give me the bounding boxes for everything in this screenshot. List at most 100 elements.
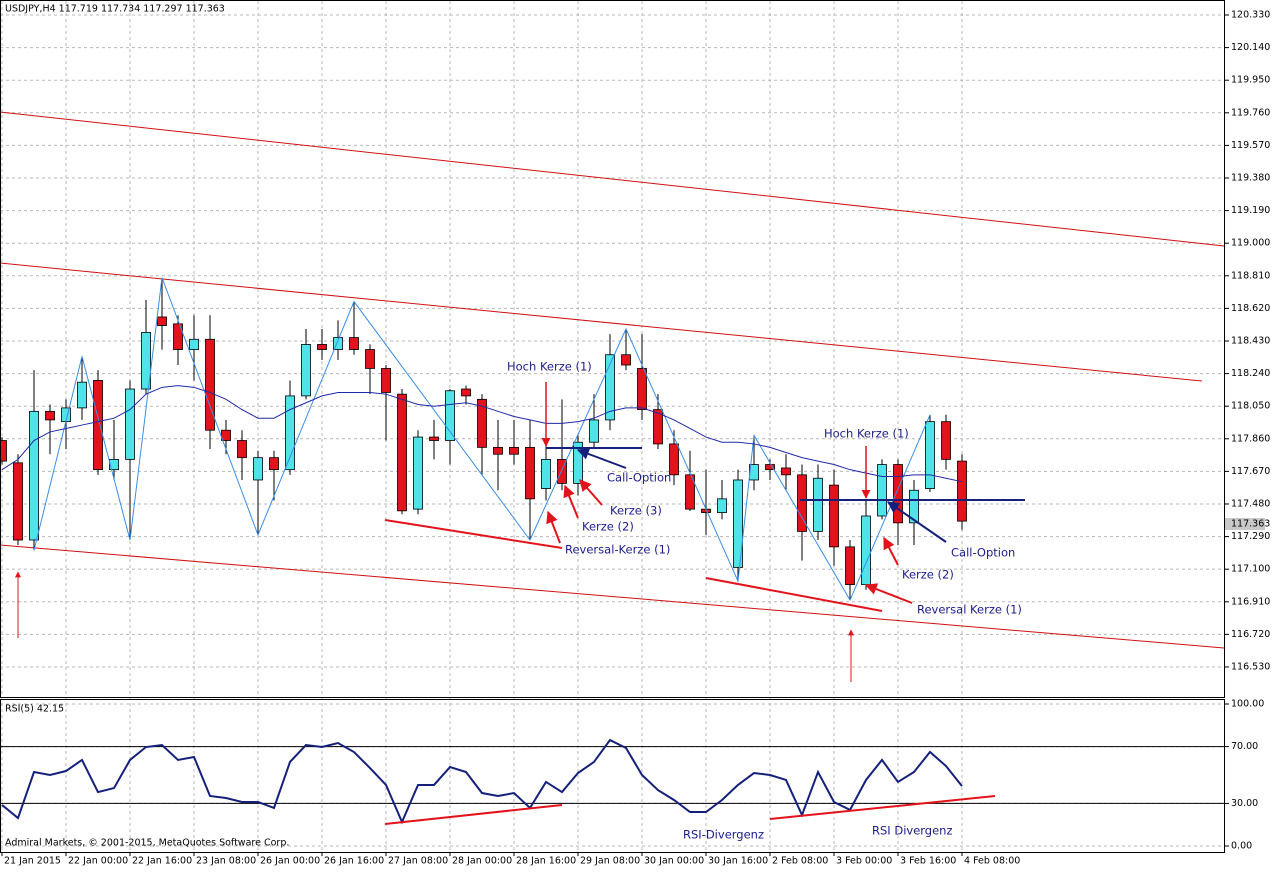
candle-body xyxy=(957,460,967,522)
y-tick-label: 116.910 xyxy=(1231,596,1270,607)
x-tick-label: 28 Jan 16:00 xyxy=(516,856,576,867)
candle-body xyxy=(893,464,903,524)
trend-line xyxy=(384,804,563,825)
candle-body xyxy=(125,388,135,460)
candle-body xyxy=(397,393,407,512)
x-tick-label: 26 Jan 00:00 xyxy=(260,856,320,867)
last-price-label: 117.363 xyxy=(1231,519,1270,530)
candle-body xyxy=(445,390,455,441)
candle-body xyxy=(845,546,855,586)
candle-body xyxy=(541,458,551,489)
candle-body xyxy=(109,458,119,471)
annotation: Kerze (2) xyxy=(582,520,634,534)
annotation: Call-Option xyxy=(607,471,671,485)
channel-line xyxy=(0,544,1225,649)
y-tick-label: 117.860 xyxy=(1231,433,1270,444)
candle-body xyxy=(365,349,375,369)
candle-body xyxy=(77,381,87,409)
annotation: RSI Divergenz xyxy=(872,824,953,838)
candle-body xyxy=(269,457,279,471)
candle-body xyxy=(653,409,663,445)
y-tick-label: 100.00 xyxy=(1231,699,1264,710)
arrow xyxy=(864,583,913,604)
candle-body xyxy=(557,458,567,484)
candle-body xyxy=(637,368,647,411)
chart-title: USDJPY,H4 117.719 117.734 117.297 117.36… xyxy=(5,4,225,15)
candle-body xyxy=(317,344,327,350)
candle-body xyxy=(157,316,167,326)
candle-body xyxy=(829,484,839,548)
annotation: Call-Option xyxy=(951,546,1015,560)
y-tick-label: 118.050 xyxy=(1231,401,1270,412)
x-tick-label: 21 Jan 2015 xyxy=(4,856,61,867)
x-tick-label: 26 Jan 16:00 xyxy=(324,856,384,867)
candle-body xyxy=(861,515,871,586)
candle-body xyxy=(285,395,295,471)
candle-body xyxy=(45,410,55,421)
y-tick-label: 118.430 xyxy=(1231,335,1270,346)
x-tick-label: 27 Jan 08:00 xyxy=(388,856,448,867)
annotation: Reversal-Kerze (1) xyxy=(565,543,670,557)
x-tick-label: 4 Feb 08:00 xyxy=(964,856,1020,867)
y-tick-label: 30.00 xyxy=(1231,798,1258,809)
y-tick-label: 118.810 xyxy=(1231,270,1270,281)
zigzag xyxy=(33,277,931,602)
price-panel-frame xyxy=(0,0,1225,698)
y-tick-label: 120.330 xyxy=(1231,10,1270,21)
y-tick-label: 117.670 xyxy=(1231,466,1270,477)
candle-body xyxy=(221,429,231,441)
candle-body xyxy=(0,440,7,462)
moving-average xyxy=(1,385,963,483)
candle-body xyxy=(797,474,807,532)
y-tick-label: 119.570 xyxy=(1231,140,1270,151)
y-tick-label: 119.380 xyxy=(1231,173,1270,184)
candle-body xyxy=(461,388,471,397)
annotation: Reversal Kerze (1) xyxy=(917,603,1022,617)
arrow xyxy=(563,484,579,519)
trend-line xyxy=(769,795,996,820)
channel-line xyxy=(0,262,1203,382)
y-tick-label: 116.720 xyxy=(1231,629,1270,640)
y-tick-label: 119.950 xyxy=(1231,75,1270,86)
y-tick-label: 117.100 xyxy=(1231,564,1270,575)
candle-body xyxy=(717,498,727,513)
arrow xyxy=(576,448,627,469)
candle-body xyxy=(429,436,439,441)
candle-body xyxy=(237,440,247,459)
candle-body xyxy=(685,474,695,510)
arrow xyxy=(883,536,899,566)
rsi-panel-frame xyxy=(0,699,1225,853)
annotation-drawings xyxy=(15,382,1025,825)
x-tick-label: 2 Feb 08:00 xyxy=(772,856,828,867)
y-tick-label: 116.530 xyxy=(1231,661,1270,672)
y-tick-label: 117.290 xyxy=(1231,531,1270,542)
candle-body xyxy=(813,477,823,532)
x-tick-label: 23 Jan 08:00 xyxy=(196,856,256,867)
candle-body xyxy=(493,446,503,455)
candle-body xyxy=(509,446,519,455)
x-tick-label: 22 Jan 16:00 xyxy=(132,856,192,867)
annotation: Kerze (2) xyxy=(902,568,954,582)
annotation: Kerze (3) xyxy=(610,504,662,518)
drawings xyxy=(0,111,1225,649)
y-tick-label: 119.000 xyxy=(1231,238,1270,249)
y-tick-label: 119.760 xyxy=(1231,107,1270,118)
candle-body xyxy=(301,344,311,397)
y-tick-label: 70.00 xyxy=(1231,741,1258,752)
candle-body xyxy=(765,464,775,471)
candle-body xyxy=(781,467,791,476)
last-price-box xyxy=(1225,518,1265,531)
marks xyxy=(0,277,1224,825)
arrow xyxy=(579,479,603,506)
candle-body xyxy=(621,354,631,366)
rsi-title: RSI(5) 42.15 xyxy=(5,704,64,715)
candle-body xyxy=(413,436,423,510)
candle-body xyxy=(93,380,103,471)
candle-body xyxy=(941,421,951,460)
y-tick-label: 117.480 xyxy=(1231,498,1270,509)
candle-body xyxy=(141,332,151,390)
y-tick-label: 120.140 xyxy=(1231,42,1270,53)
candle-body xyxy=(189,338,199,350)
